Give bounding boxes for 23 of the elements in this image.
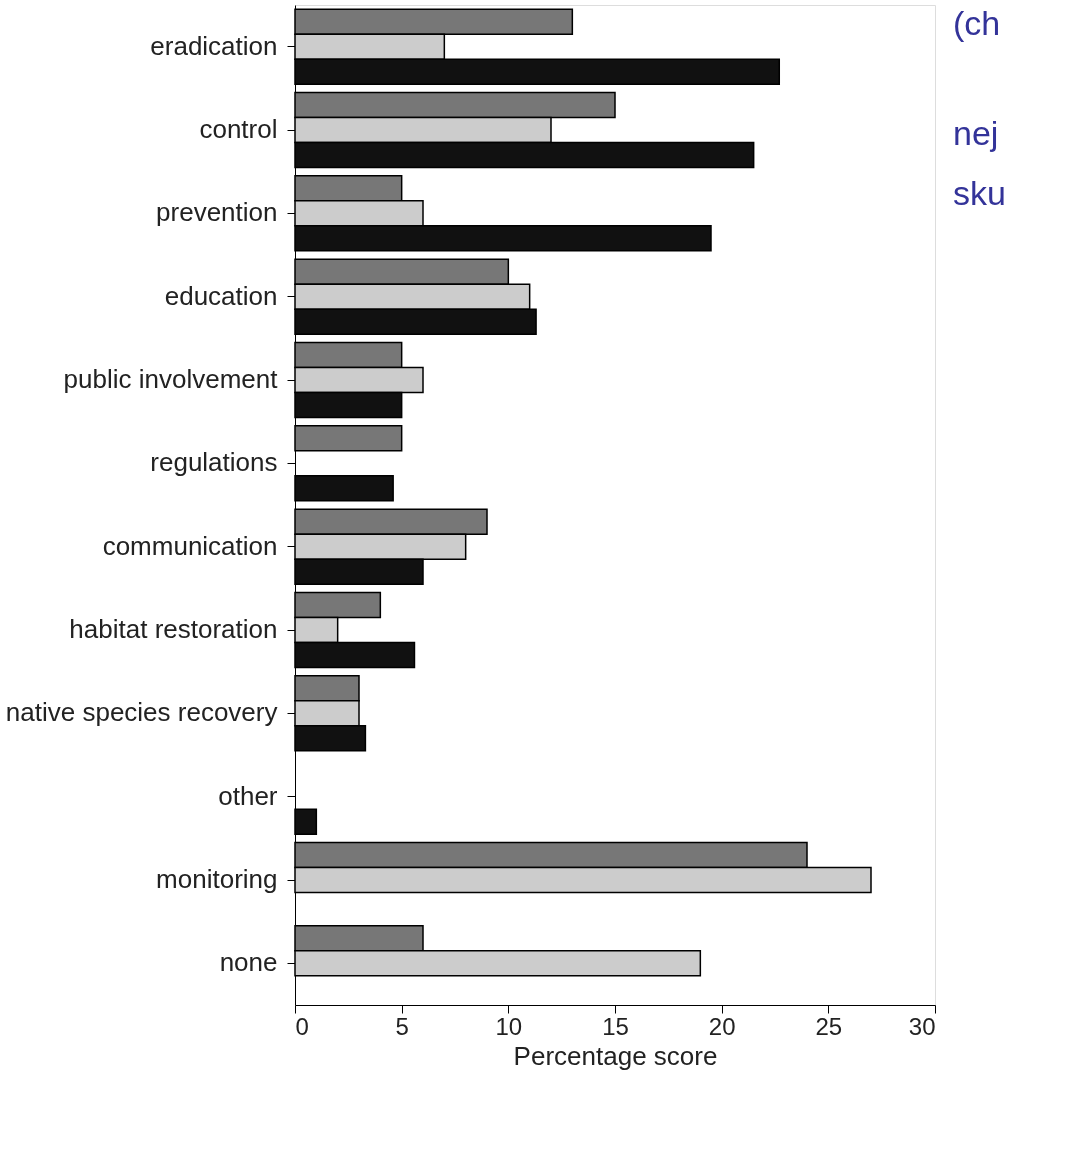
- text: sku: [953, 174, 1006, 212]
- y-tick-label: native species recovery: [5, 697, 278, 728]
- x-tick-label: 5: [395, 1012, 409, 1040]
- y-tick-label: eradication: [150, 30, 278, 61]
- y-tick-label: control: [199, 114, 278, 144]
- x-tick-label: 20: [708, 1012, 736, 1040]
- y-tick-label: other: [218, 780, 278, 811]
- x-tick-label: 30: [908, 1012, 936, 1040]
- y-tick-label: regulations: [150, 447, 278, 478]
- x-axis-title: Percentage score: [513, 1040, 718, 1071]
- x-tick-label: 10: [495, 1012, 523, 1040]
- y-tick-label: habitat restoration: [69, 614, 278, 644]
- y-tick-label: communication: [102, 530, 278, 561]
- y-tick-label: none: [219, 947, 278, 978]
- y-tick-label: prevention: [156, 197, 278, 228]
- y-tick-label: public involvement: [63, 364, 279, 394]
- x-tick-label: 0: [295, 1012, 309, 1040]
- y-tick-label: monitoring: [156, 864, 278, 894]
- x-tick-label: 15: [602, 1012, 629, 1040]
- y-tick-label: education: [164, 280, 278, 311]
- x-tick-label: 25: [815, 1012, 843, 1040]
- text: nej: [953, 114, 999, 152]
- text: (ch: [953, 4, 1001, 42]
